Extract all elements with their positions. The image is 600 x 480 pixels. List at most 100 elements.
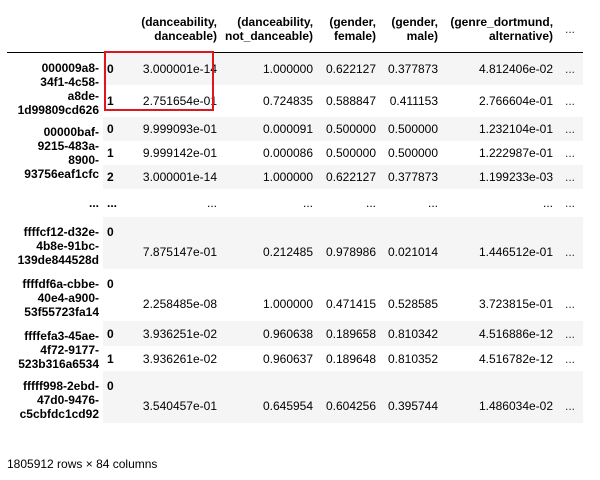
- table-row: 000009a8- 34f1-4c58- a8de- 1d99809cd626 …: [7, 52, 584, 117]
- table-row: ffffcf12-d32e- 4b8e-91bc- 139de844528d 0…: [7, 217, 584, 269]
- table-cell: 0.189648: [325, 351, 377, 366]
- table-cell: 0.471415: [325, 297, 377, 311]
- table-cell: 0.588847: [325, 93, 377, 108]
- header-row: (danceability, danceable) (danceability,…: [7, 6, 584, 53]
- more-cell: ...: [557, 165, 584, 189]
- row-key: fffff998-2ebd- 47d0-9476- c5cbfdc1cd92: [19, 379, 99, 421]
- table-cell: 0.189658: [317, 321, 381, 346]
- more-cell: ...: [557, 321, 584, 346]
- table-cell: 1.000000: [221, 52, 318, 85]
- table-cell: 0.622127: [317, 165, 381, 189]
- row-subindex: 2: [103, 165, 122, 189]
- more-cell: ...: [565, 146, 576, 160]
- table-cell: 1.199233e-03: [442, 165, 558, 189]
- table-cell: 7.875147e-01: [122, 217, 221, 269]
- more-cell: ...: [565, 196, 576, 210]
- ellipsis-row: ... ... ... ... ... ... ... ...: [7, 189, 583, 217]
- table-cell: 9.999142e-01: [142, 146, 217, 160]
- table-cell: 1.222987e-01: [478, 146, 554, 160]
- table-row: fffff998-2ebd- 47d0-9476- c5cbfdc1cd92 0…: [7, 371, 584, 423]
- row-subindex: 0: [107, 277, 114, 291]
- table-cell: 4.516886e-12: [442, 321, 558, 346]
- more-cell: ...: [565, 297, 576, 311]
- table-cell: 3.000001e-14: [122, 52, 221, 85]
- table-cell: 0.528585: [387, 297, 439, 311]
- more-columns-header: ...: [557, 6, 584, 53]
- row-subindex: 1: [107, 146, 114, 160]
- dataframe-shape-footer: 1805912 rows × 84 columns: [7, 457, 158, 471]
- more-cell: ...: [565, 351, 576, 366]
- row-subindex: 0: [103, 371, 122, 423]
- subindex-header-blank: [103, 6, 122, 53]
- table-row: ffffefa3-45ae- 4f72-9177- 523b316a6534 0…: [7, 321, 584, 371]
- table-cell: 0.645954: [221, 371, 318, 423]
- row-key: ...: [88, 196, 99, 210]
- table-cell: ...: [543, 196, 554, 210]
- table-cell: 0.810342: [380, 321, 443, 346]
- dataframe-table: (danceability, danceable) (danceability,…: [7, 6, 584, 423]
- row-key: ffffefa3-45ae- 4f72-9177- 523b316a6534: [18, 329, 99, 371]
- table-cell: 0.500000: [380, 117, 443, 141]
- table-cell: 0.810352: [387, 351, 439, 366]
- row-key: 000009a8- 34f1-4c58- a8de- 1d99809cd626: [17, 61, 99, 117]
- table-cell: 0.500000: [325, 146, 377, 160]
- table-cell: ...: [206, 196, 217, 210]
- table-row: 1 3.936261e-02 0.960637 0.189648 0.81035…: [7, 346, 583, 371]
- table-cell: 0.960638: [221, 321, 318, 346]
- table-cell: 4.812406e-02: [442, 52, 558, 85]
- table-cell: ...: [366, 196, 377, 210]
- table-cell: 1.000000: [262, 297, 314, 311]
- table-cell: 0.411153: [389, 93, 439, 108]
- table-cell: 1.486034e-02: [442, 371, 558, 423]
- table-cell: 0.500000: [387, 146, 439, 160]
- column-header: (gender, male): [380, 6, 443, 53]
- column-header: (danceability, danceable): [122, 6, 221, 53]
- column-header: (gender, female): [317, 6, 381, 53]
- column-header: (genre_dortmund, alternative): [442, 6, 558, 53]
- row-key: ffffdf6a-cbbe- 40e4-a900- 53f55723fa14: [22, 277, 99, 319]
- table-cell: 3.936251e-02: [122, 321, 221, 346]
- table-cell: 2.258485e-08: [142, 297, 217, 311]
- table-cell: 2.751654e-01: [142, 93, 217, 108]
- row-subindex: 0: [103, 217, 122, 269]
- table-cell: ...: [428, 196, 439, 210]
- table-row: 1 2.751654e-01 0.724835 0.588847 0.41115…: [7, 85, 583, 117]
- more-cell: ...: [557, 371, 584, 423]
- table-cell: 2.766604e-01: [478, 93, 554, 108]
- table-cell: 0.377873: [380, 52, 443, 85]
- table-cell: 0.978986: [317, 217, 381, 269]
- table-cell: 0.500000: [317, 117, 381, 141]
- table-cell: 0.622127: [317, 52, 381, 85]
- row-subindex: 1: [107, 93, 114, 108]
- table-cell: 0.212485: [221, 217, 318, 269]
- table-row: ffffdf6a-cbbe- 40e4-a900- 53f55723fa14 0…: [7, 269, 583, 321]
- table-cell: 0.724835: [262, 93, 314, 108]
- more-cell: ...: [557, 217, 584, 269]
- table-cell: 0.000086: [262, 146, 314, 160]
- row-subindex: 1: [107, 351, 114, 366]
- table-cell: 0.377873: [380, 165, 443, 189]
- table-row: 1 9.999142e-01 0.000086 0.500000 0.50000…: [7, 141, 583, 165]
- table-row: 00000baf- 9215-483a- 8900- 93756eaf1cfc …: [7, 117, 584, 181]
- more-cell: ...: [557, 117, 584, 141]
- table-cell: 1.000000: [221, 165, 318, 189]
- row-subindex: 0: [103, 321, 122, 346]
- table-cell: ...: [303, 196, 314, 210]
- row-subindex: ...: [107, 196, 118, 210]
- table-cell: 3.000001e-14: [122, 165, 221, 189]
- row-subindex: 0: [103, 52, 122, 85]
- table-cell: 0.021014: [380, 217, 443, 269]
- table-cell: 0.000091: [221, 117, 318, 141]
- row-subindex: 0: [103, 117, 122, 141]
- table-cell: 0.604256: [317, 371, 381, 423]
- table-cell: 1.446512e-01: [442, 217, 558, 269]
- table-cell: 0.960637: [262, 351, 314, 366]
- table-cell: 9.999093e-01: [122, 117, 221, 141]
- index-header-blank: [7, 6, 103, 53]
- table-cell: 0.395744: [380, 371, 443, 423]
- more-cell: ...: [565, 93, 576, 108]
- table-cell: 4.516782e-12: [478, 351, 554, 366]
- row-key: 00000baf- 9215-483a- 8900- 93756eaf1cfc: [24, 125, 99, 181]
- table-cell: 1.232104e-01: [442, 117, 558, 141]
